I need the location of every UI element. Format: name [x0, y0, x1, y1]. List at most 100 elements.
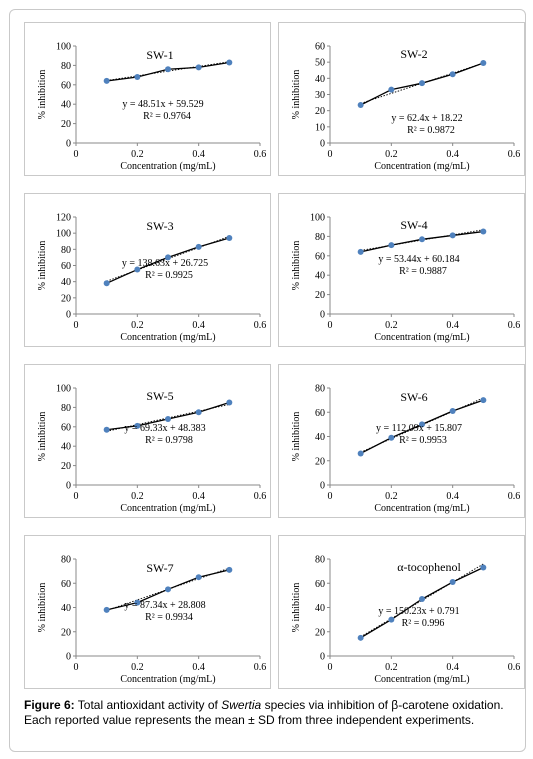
- data-point: [388, 616, 395, 623]
- r-squared: R² = 0.9764: [143, 111, 191, 122]
- x-tick-label: 0.4: [446, 320, 459, 331]
- y-tick-label: 60: [315, 42, 325, 53]
- x-tick-label: 0: [328, 662, 333, 673]
- x-tick-label: 0.2: [131, 320, 144, 331]
- chart-panel-sw5: 0 20 40 60 80 100 0 0.2 0.4 0.6 Concentration (mg/…: [24, 364, 271, 518]
- y-tick-label: 0: [320, 310, 325, 321]
- x-tick-label: 0: [74, 149, 79, 160]
- regression-equation: y = 87.34x + 28.808: [124, 600, 205, 611]
- data-point: [226, 566, 233, 573]
- y-tick-label: 0: [66, 481, 71, 492]
- r-squared: R² = 0.996: [402, 618, 445, 629]
- y-axis-label: % inhibition: [37, 412, 48, 462]
- y-tick-label: 40: [315, 271, 325, 282]
- chart-svg: 0 20 40 60 80 0 0.2 0.4 0.6 Concentration (mg/mL)…: [291, 384, 520, 515]
- y-tick-label: 20: [315, 106, 325, 117]
- x-tick-label: 0.2: [385, 662, 398, 673]
- y-axis-label: % inhibition: [37, 70, 48, 120]
- x-tick-label: 0: [74, 320, 79, 331]
- regression-equation: y = 69.33x + 48.383: [124, 423, 205, 434]
- x-tick-label: 0.4: [192, 491, 205, 502]
- caption-italic-genus: Swertia: [221, 698, 262, 712]
- x-tick-label: 0.6: [254, 491, 267, 502]
- regression-equation: y = 138.63x + 26.725: [122, 258, 208, 269]
- data-point: [226, 399, 233, 406]
- data-point: [134, 599, 141, 606]
- y-tick-label: 40: [61, 603, 71, 614]
- x-tick-label: 0.6: [508, 320, 521, 331]
- data-point: [103, 606, 110, 613]
- chart-panel-tocopherol: 0 20 40 60 80 0 0.2 0.4 0.6 Concentration (mg/mL)…: [278, 535, 525, 689]
- x-tick-label: 0.2: [385, 491, 398, 502]
- data-point: [195, 64, 202, 71]
- x-tick-label: 0.4: [446, 662, 459, 673]
- data-point: [226, 59, 233, 66]
- data-point: [134, 422, 141, 429]
- y-tick-label: 20: [61, 461, 71, 472]
- y-tick-label: 20: [315, 290, 325, 301]
- chart-grid: 0 20 40 60 80 100 0 0.2 0.4 0.6 Concentration (mg/…: [24, 22, 525, 690]
- data-point: [357, 450, 364, 457]
- x-tick-label: 0.4: [192, 320, 205, 331]
- x-tick-label: 0: [328, 491, 333, 502]
- data-point: [449, 579, 456, 586]
- y-tick-label: 30: [315, 90, 325, 101]
- x-tick-label: 0.2: [131, 662, 144, 673]
- y-tick-label: 100: [310, 213, 325, 224]
- data-point: [103, 77, 110, 84]
- x-tick-label: 0.4: [192, 149, 205, 160]
- y-tick-label: 60: [61, 579, 71, 590]
- y-tick-label: 40: [315, 432, 325, 443]
- data-point: [480, 228, 487, 235]
- caption-label: Figure 6:: [24, 698, 75, 712]
- data-point: [165, 254, 171, 261]
- chart-title: SW-4: [400, 218, 427, 232]
- x-tick-label: 0.4: [446, 149, 459, 160]
- x-tick-label: 0: [74, 662, 79, 673]
- x-axis-label: Concentration (mg/mL): [120, 332, 215, 343]
- x-tick-label: 0: [328, 149, 333, 160]
- r-squared: R² = 0.9934: [145, 612, 193, 623]
- regression-equation: y = 62.4x + 18.22: [391, 113, 462, 124]
- chart-title: SW-5: [146, 389, 173, 403]
- regression-equation: y = 48.51x + 59.529: [122, 99, 203, 110]
- y-tick-label: 20: [315, 456, 325, 467]
- y-tick-label: 40: [315, 603, 325, 614]
- x-axis-label: Concentration (mg/mL): [374, 674, 469, 685]
- data-point: [419, 236, 425, 243]
- chart-svg: 0 20 40 60 80 100 120 0 0.2 0.4 0.6 Concentration (…: [37, 213, 267, 344]
- x-tick-label: 0.2: [131, 491, 144, 502]
- chart-panel-sw3: 0 20 40 60 80 100 120 0 0.2 0.4 0.6 Concentration (…: [24, 193, 271, 347]
- data-point: [419, 421, 425, 428]
- chart-title: SW-7: [146, 561, 173, 575]
- data-point: [357, 248, 364, 255]
- data-point: [134, 266, 141, 273]
- y-axis-label: % inhibition: [291, 412, 302, 462]
- data-point: [419, 80, 425, 87]
- y-tick-label: 20: [315, 627, 325, 638]
- y-tick-label: 100: [56, 229, 71, 240]
- caption-text-before: Total antioxidant activity of: [77, 698, 222, 712]
- regression-equation: y = 53.44x + 60.184: [378, 254, 459, 265]
- data-point: [388, 86, 395, 93]
- x-tick-label: 0.6: [254, 320, 267, 331]
- data-point: [195, 409, 202, 416]
- y-tick-label: 50: [315, 58, 325, 69]
- data-point: [226, 235, 233, 242]
- y-axis-label: % inhibition: [291, 583, 302, 633]
- y-tick-label: 60: [61, 261, 71, 272]
- figure-page: 0 20 40 60 80 100 0 0.2 0.4 0.6 Concentration (mg/…: [9, 9, 526, 752]
- chart-title: SW-6: [400, 390, 427, 404]
- data-point: [419, 596, 425, 603]
- x-axis-label: Concentration (mg/mL): [374, 161, 469, 172]
- chart-title: SW-3: [146, 219, 173, 233]
- chart-svg: 0 20 40 60 80 0 0.2 0.4 0.6 Concentration (mg/mL)…: [291, 555, 520, 686]
- chart-svg: 0 10 20 30 40 50 60 0 0.2 0.4 0.6 Concentration (mg…: [291, 42, 520, 173]
- y-axis-label: % inhibition: [37, 583, 48, 633]
- data-point: [165, 66, 171, 73]
- chart-panel-sw1: 0 20 40 60 80 100 0 0.2 0.4 0.6 Concentration (mg/…: [24, 22, 271, 176]
- data-point: [480, 397, 487, 404]
- data-point: [134, 74, 141, 81]
- y-tick-label: 40: [61, 442, 71, 453]
- chart-svg: 0 20 40 60 80 100 0 0.2 0.4 0.6 Concentration (mg/…: [37, 42, 266, 173]
